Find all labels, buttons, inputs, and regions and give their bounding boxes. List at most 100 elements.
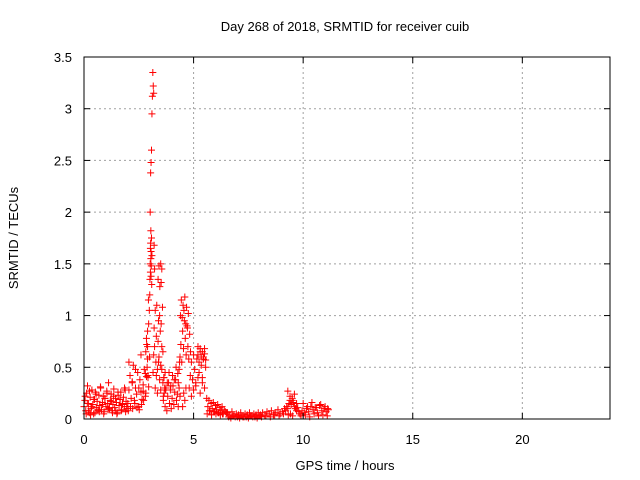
data-point (289, 412, 297, 420)
data-point (91, 409, 99, 417)
data-point (153, 389, 161, 397)
data-point (142, 334, 150, 342)
data-point (103, 389, 111, 397)
x-tick-label: 0 (80, 432, 87, 447)
data-point (139, 387, 147, 395)
data-point (184, 343, 192, 351)
data-point (274, 406, 282, 414)
data-point (100, 410, 108, 418)
data-point (319, 411, 327, 419)
data-point (109, 401, 117, 409)
data-point (180, 389, 188, 397)
data-point (159, 348, 167, 356)
data-point (184, 310, 192, 318)
data-point (136, 376, 144, 384)
data-point (107, 397, 115, 405)
data-point (290, 390, 298, 398)
y-tick-label: 0 (65, 412, 72, 427)
data-point (90, 410, 98, 418)
data-point (195, 368, 203, 376)
data-point (187, 392, 195, 400)
data-point (151, 306, 159, 314)
data-point (156, 327, 164, 335)
chart-title: Day 268 of 2018, SRMTID for receiver cui… (221, 19, 470, 34)
x-tick-label: 10 (296, 432, 310, 447)
data-point (142, 348, 150, 356)
data-point (219, 410, 227, 418)
data-point (152, 372, 160, 380)
data-point (153, 301, 161, 309)
data-point (125, 358, 133, 366)
data-point (167, 405, 175, 413)
data-point (228, 408, 236, 416)
data-point (151, 265, 159, 273)
data-point (304, 403, 312, 411)
data-point (88, 403, 96, 411)
data-point (137, 401, 145, 409)
data-point (148, 146, 156, 154)
data-point (145, 306, 153, 314)
data-point (190, 386, 198, 394)
data-point (178, 314, 186, 322)
data-point (160, 389, 168, 397)
data-point (181, 396, 189, 404)
data-point (204, 403, 212, 411)
data-point (262, 412, 270, 420)
y-tick-label: 3 (65, 102, 72, 117)
data-point (165, 399, 173, 407)
data-point (129, 361, 137, 369)
data-point (150, 241, 158, 249)
data-point (181, 293, 189, 301)
data-point (286, 392, 294, 400)
data-point (195, 358, 203, 366)
data-point (114, 388, 122, 396)
data-point (99, 401, 107, 409)
data-point (172, 396, 180, 404)
data-point (179, 327, 187, 335)
data-point (305, 408, 313, 416)
data-point (191, 365, 199, 373)
data-point (161, 403, 169, 411)
data-point (147, 255, 155, 263)
x-tick-label: 5 (190, 432, 197, 447)
data-point (133, 390, 141, 398)
data-point (151, 384, 159, 392)
data-point (323, 412, 331, 420)
data-point (146, 291, 154, 299)
data-point (168, 394, 176, 402)
data-point (118, 401, 126, 409)
y-tick-label: 2.5 (54, 153, 72, 168)
data-point (116, 395, 124, 403)
data-point (157, 278, 165, 286)
data-point (142, 373, 150, 381)
data-point (284, 387, 292, 395)
data-point (145, 383, 153, 391)
data-point (144, 372, 152, 380)
data-point (202, 363, 210, 371)
data-point (253, 414, 261, 422)
data-point (86, 393, 94, 401)
data-point (177, 341, 185, 349)
data-point (205, 407, 213, 415)
data-point (227, 414, 235, 422)
data-point (299, 399, 307, 407)
plot-frame (83, 56, 611, 420)
data-point (187, 348, 195, 356)
data-point (202, 356, 210, 364)
data-point (137, 351, 145, 359)
data-point (147, 227, 155, 235)
data-point (147, 239, 155, 247)
data-point (324, 405, 332, 413)
data-point (293, 399, 301, 407)
data-point (146, 275, 154, 283)
data-point (183, 324, 191, 332)
data-point (95, 391, 103, 399)
data-point (131, 399, 139, 407)
data-point (110, 392, 118, 400)
data-point (187, 358, 195, 366)
data-point (313, 409, 321, 417)
data-point (176, 353, 184, 361)
data-point (315, 412, 323, 420)
data-point (288, 396, 296, 404)
data-point (284, 405, 292, 413)
